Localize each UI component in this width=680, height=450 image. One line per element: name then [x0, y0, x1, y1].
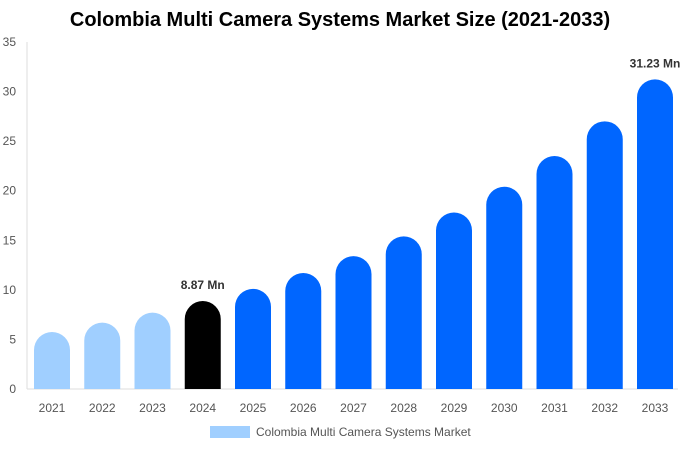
x-tick-label: 2032: [591, 401, 618, 415]
legend-swatch: [210, 426, 250, 438]
y-tick-label: 25: [3, 134, 17, 148]
bar-2032: [586, 121, 623, 390]
legend: Colombia Multi Camera Systems Market: [210, 425, 471, 439]
x-tick-label: 2029: [441, 401, 468, 415]
bar-2031: [536, 156, 573, 389]
bar-2029: [436, 212, 472, 389]
x-tick-label: 2027: [340, 401, 367, 415]
bar-2023: [134, 312, 171, 389]
x-tick-label: 2031: [541, 401, 568, 415]
y-tick-label: 0: [9, 382, 16, 396]
x-tick-label: 2030: [491, 401, 518, 415]
bar-2026: [285, 273, 322, 389]
bar-2022: [84, 322, 121, 389]
y-tick-label: 10: [3, 283, 17, 297]
y-tick-label: 30: [3, 85, 17, 99]
bar-2033: [637, 79, 673, 389]
y-tick-label: 20: [3, 184, 17, 198]
x-tick-label: 2026: [290, 401, 317, 415]
x-tick-label: 2033: [642, 401, 669, 415]
y-tick-label: 5: [9, 332, 16, 346]
data-label: 8.87 Mn: [181, 278, 225, 292]
bar-2028: [385, 236, 422, 389]
x-tick-label: 2028: [390, 401, 417, 415]
x-tick-label: 2022: [89, 401, 116, 415]
x-tick-label: 2021: [39, 401, 66, 415]
legend-label: Colombia Multi Camera Systems Market: [256, 425, 471, 439]
x-tick-label: 2024: [189, 401, 216, 415]
x-tick-label: 2023: [139, 401, 166, 415]
bar-2024: [184, 301, 221, 389]
bar-2021: [34, 331, 70, 389]
chart-title: Colombia Multi Camera Systems Market Siz…: [69, 9, 611, 31]
bar-2027: [335, 256, 372, 389]
x-tick-label: 2025: [240, 401, 267, 415]
y-tick-label: 35: [3, 35, 17, 49]
bar-2025: [235, 288, 271, 389]
data-label: 31.23 Mn: [630, 56, 680, 70]
y-tick-label: 15: [3, 233, 17, 247]
bar-2030: [486, 186, 523, 389]
